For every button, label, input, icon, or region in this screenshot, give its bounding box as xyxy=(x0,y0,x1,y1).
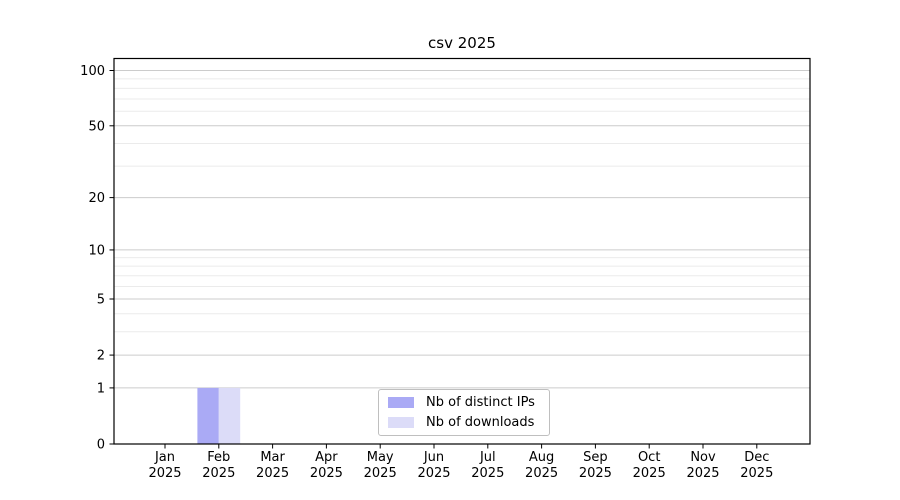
x-tick-label: Nov 2025 xyxy=(686,450,719,481)
y-tick-label: 50 xyxy=(88,119,105,134)
legend-swatch-downloads xyxy=(388,417,414,428)
y-tick-label: 0 xyxy=(97,438,105,453)
plot-border xyxy=(113,57,811,445)
x-tick-label: Feb 2025 xyxy=(202,450,235,481)
x-tick-label: Jul 2025 xyxy=(471,450,504,481)
x-tick-label: Dec 2025 xyxy=(740,450,773,481)
legend: Nb of distinct IPs Nb of downloads xyxy=(378,389,550,436)
y-tick-label: 100 xyxy=(80,64,105,79)
x-tick-label: May 2025 xyxy=(364,450,397,481)
x-tick-label: Sep 2025 xyxy=(579,450,612,481)
legend-label-distinct-ips: Nb of distinct IPs xyxy=(426,395,535,410)
y-tick-label: 2 xyxy=(97,349,105,364)
legend-label-downloads: Nb of downloads xyxy=(426,415,535,430)
bar-downloads xyxy=(218,387,241,444)
legend-row-distinct-ips: Nb of distinct IPs xyxy=(388,395,540,411)
x-tick-label: Mar 2025 xyxy=(256,450,289,481)
y-tick-label: 5 xyxy=(97,292,105,307)
bar-distinct-ips xyxy=(197,387,219,444)
x-tick-label: Oct 2025 xyxy=(633,450,666,481)
y-tick-label: 20 xyxy=(88,191,105,206)
y-tick-label: 10 xyxy=(88,243,105,258)
y-tick-label: 1 xyxy=(97,381,105,396)
legend-swatch-distinct-ips xyxy=(388,397,414,408)
legend-row-downloads: Nb of downloads xyxy=(388,415,540,431)
chart-title: csv 2025 xyxy=(428,34,496,52)
x-tick-label: Jun 2025 xyxy=(417,450,450,481)
x-tick-label: Apr 2025 xyxy=(310,450,343,481)
x-tick-label: Aug 2025 xyxy=(525,450,558,481)
x-tick-label: Jan 2025 xyxy=(148,450,181,481)
